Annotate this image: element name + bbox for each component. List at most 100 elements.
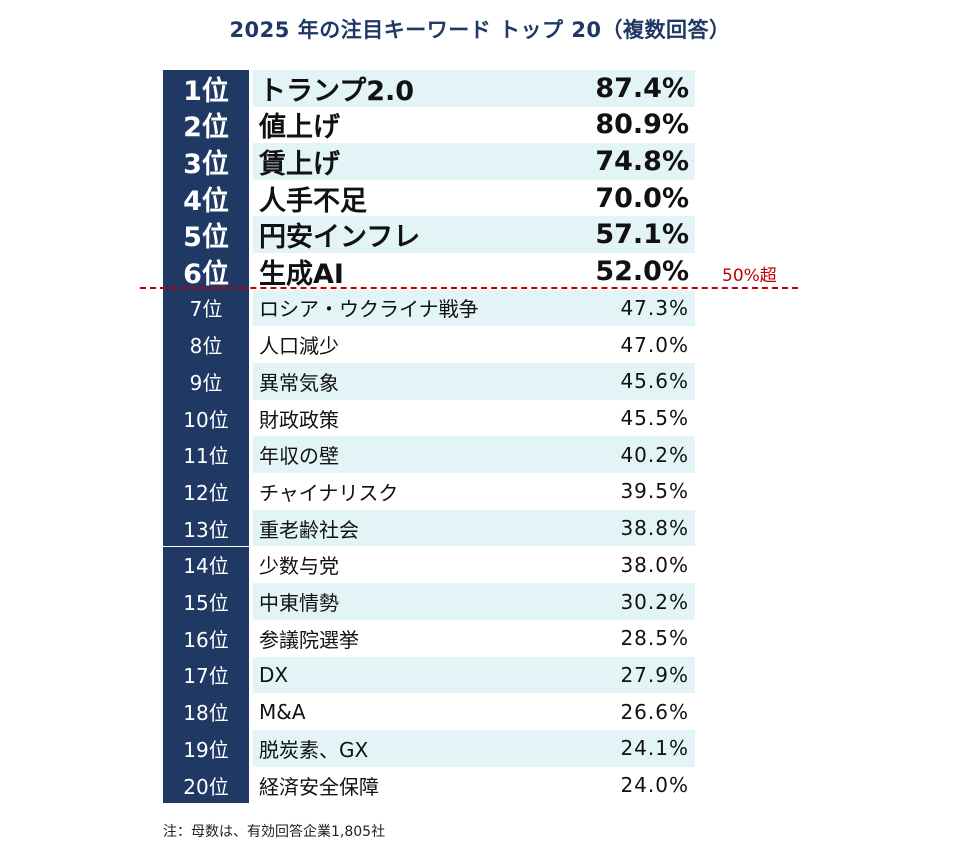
table-row: 18位 M&A 26.6% xyxy=(163,693,695,730)
row-band xyxy=(253,106,695,144)
percentage-cell: 47.3% xyxy=(620,295,689,320)
keyword-cell: チャイナリスク xyxy=(259,480,399,505)
keyword-cell: 中東情勢 xyxy=(259,591,339,616)
row-band xyxy=(253,473,695,510)
row-band xyxy=(253,289,695,327)
keyword-cell: 生成AI xyxy=(259,258,344,290)
row-band xyxy=(253,399,695,437)
percentage-cell: 47.0% xyxy=(620,332,689,357)
rank-cell: 16位 xyxy=(163,619,249,657)
rank-cell: 8位 xyxy=(163,326,249,363)
threshold-line xyxy=(140,287,798,289)
rank-cell: 1位 xyxy=(163,70,249,107)
keyword-cell: 年収の壁 xyxy=(259,444,339,469)
row-band xyxy=(253,509,695,547)
keyword-cell: 少数与党 xyxy=(259,554,339,579)
rank-cell: 13位 xyxy=(163,509,249,547)
percentage-cell: 38.8% xyxy=(620,516,689,541)
rank-cell: 2位 xyxy=(163,106,249,143)
table-row: 9位 異常気象 45.6% xyxy=(163,363,695,400)
table-row: 5位 円安インフレ 57.1% xyxy=(163,216,695,253)
table-row: 19位 脱炭素、GX 24.1% xyxy=(163,730,695,767)
percentage-cell: 87.4% xyxy=(595,72,689,104)
table-row: 8位 人口減少 47.0% xyxy=(163,326,695,363)
keyword-cell: 賃上げ xyxy=(259,148,340,180)
row-band xyxy=(253,619,695,657)
keyword-cell: ロシア・ウクライナ戦争 xyxy=(259,297,479,322)
table-row: 2位 値上げ 80.9% xyxy=(163,106,695,144)
row-band xyxy=(253,216,695,253)
row-band xyxy=(253,179,695,217)
keyword-cell: 脱炭素、GX xyxy=(259,737,369,762)
percentage-cell: 30.2% xyxy=(620,589,689,614)
percentage-cell: 38.0% xyxy=(620,552,689,577)
table-row: 4位 人手不足 70.0% xyxy=(163,179,695,217)
keyword-ranking-table: 1位 トランプ2.0 87.4% 2位 値上げ 80.9% 3位 賃上げ 74.8% 4位 人手不足… xyxy=(163,70,695,804)
table-row: 3位 賃上げ 74.8% xyxy=(163,143,695,180)
rank-cell: 6位 xyxy=(163,253,249,290)
row-band xyxy=(253,693,695,730)
keyword-cell: 参議院選挙 xyxy=(259,627,359,652)
keyword-cell: 重老齢社会 xyxy=(259,517,359,542)
rank-cell: 4位 xyxy=(163,179,249,217)
percentage-cell: 39.5% xyxy=(620,479,689,504)
keyword-cell: トランプ2.0 xyxy=(259,75,415,107)
rank-cell: 19位 xyxy=(163,730,249,767)
percentage-cell: 80.9% xyxy=(595,109,689,141)
rank-cell: 17位 xyxy=(163,656,249,694)
keyword-cell: 値上げ xyxy=(259,112,340,144)
percentage-cell: 45.6% xyxy=(620,369,689,394)
percentage-cell: 74.8% xyxy=(595,145,689,177)
keyword-cell: DX xyxy=(259,662,289,687)
rank-cell: 15位 xyxy=(163,583,249,620)
rank-cell: 14位 xyxy=(163,546,249,584)
table-row: 14位 少数与党 38.0% xyxy=(163,546,695,584)
chart-title: 2025 年の注目キーワード トップ 20（複数回答） xyxy=(229,18,731,42)
row-band xyxy=(253,143,695,180)
table-row: 17位 DX 27.9% xyxy=(163,656,695,694)
table-row: 16位 参議院選挙 28.5% xyxy=(163,619,695,657)
table-row: 10位 財政政策 45.5% xyxy=(163,399,695,437)
row-band xyxy=(253,70,695,107)
row-band xyxy=(253,583,695,620)
row-band xyxy=(253,730,695,767)
table-row: 11位 年収の壁 40.2% xyxy=(163,436,695,474)
percentage-cell: 70.0% xyxy=(595,182,689,214)
table-row: 12位 チャイナリスク 39.5% xyxy=(163,473,695,510)
row-band xyxy=(253,326,695,363)
rank-cell: 10位 xyxy=(163,399,249,437)
row-band xyxy=(253,436,695,474)
rank-cell: 7位 xyxy=(163,289,249,327)
keyword-cell: 人口減少 xyxy=(259,334,339,359)
keyword-cell: M&A xyxy=(259,699,306,724)
percentage-cell: 52.0% xyxy=(595,255,689,287)
percentage-cell: 45.5% xyxy=(620,406,689,431)
threshold-label: 50%超 xyxy=(722,266,777,286)
percentage-cell: 27.9% xyxy=(620,662,689,687)
rank-cell: 20位 xyxy=(163,766,249,804)
keyword-cell: 財政政策 xyxy=(259,407,339,432)
keyword-cell: 経済安全保障 xyxy=(259,774,379,799)
table-row: 13位 重老齢社会 38.8% xyxy=(163,509,695,547)
row-band xyxy=(253,546,695,584)
percentage-cell: 26.6% xyxy=(620,699,689,724)
row-band xyxy=(253,363,695,400)
table-row: 1位 トランプ2.0 87.4% xyxy=(163,70,695,107)
rank-cell: 11位 xyxy=(163,436,249,474)
keyword-cell: 異常気象 xyxy=(259,370,339,395)
rank-cell: 5位 xyxy=(163,216,249,253)
percentage-cell: 24.1% xyxy=(620,736,689,761)
percentage-cell: 57.1% xyxy=(595,219,689,251)
row-band xyxy=(253,656,695,694)
percentage-cell: 28.5% xyxy=(620,626,689,651)
footnote: 注：母数は、有効回答企業1,805社 xyxy=(163,824,386,840)
rank-cell: 18位 xyxy=(163,693,249,730)
keyword-cell: 円安インフレ xyxy=(259,222,421,254)
rank-cell: 9位 xyxy=(163,363,249,400)
rank-cell: 3位 xyxy=(163,143,249,180)
table-row: 6位 生成AI 52.0% xyxy=(163,253,695,290)
rank-cell: 12位 xyxy=(163,473,249,510)
percentage-cell: 40.2% xyxy=(620,442,689,467)
table-row: 7位 ロシア・ウクライナ戦争 47.3% xyxy=(163,289,695,327)
table-row: 20位 経済安全保障 24.0% xyxy=(163,766,695,804)
